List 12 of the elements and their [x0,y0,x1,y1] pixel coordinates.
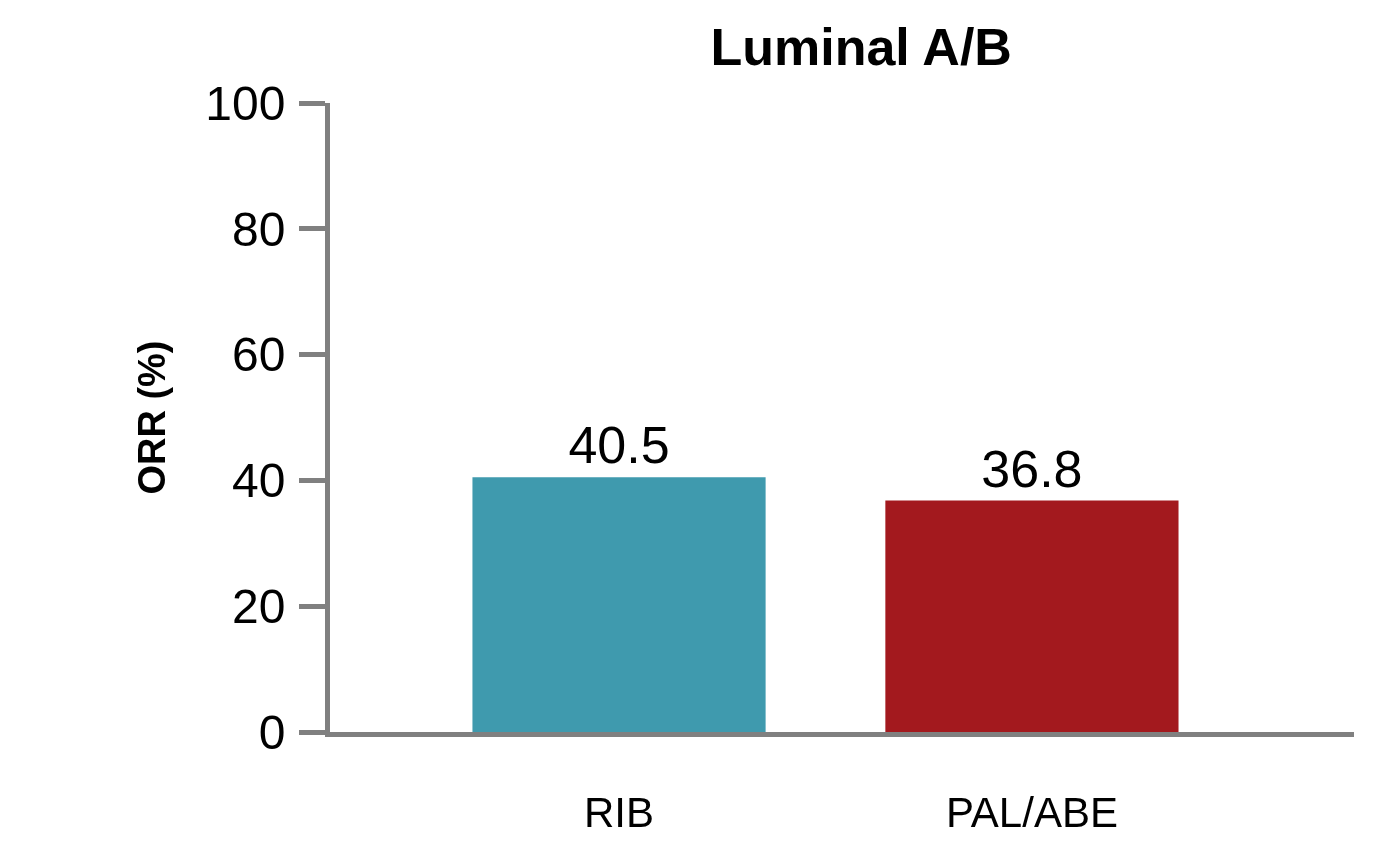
data-label: 40.5 [568,416,670,475]
x-tick-label: PAL/ABE [945,789,1118,837]
y-tick-label: 0 [258,705,286,759]
chart-title: Luminal A/B [710,17,1012,76]
y-tick-label: 80 [232,202,286,256]
y-axis-title: ORR (%) [130,340,173,495]
y-tick-label: 100 [205,76,286,130]
x-tick-label: RIB [584,789,655,837]
y-tick-label: 40 [232,454,286,508]
y-tick-label: 20 [232,580,286,633]
data-label: 36.8 [981,439,1083,498]
y-tick-label: 60 [232,328,286,382]
